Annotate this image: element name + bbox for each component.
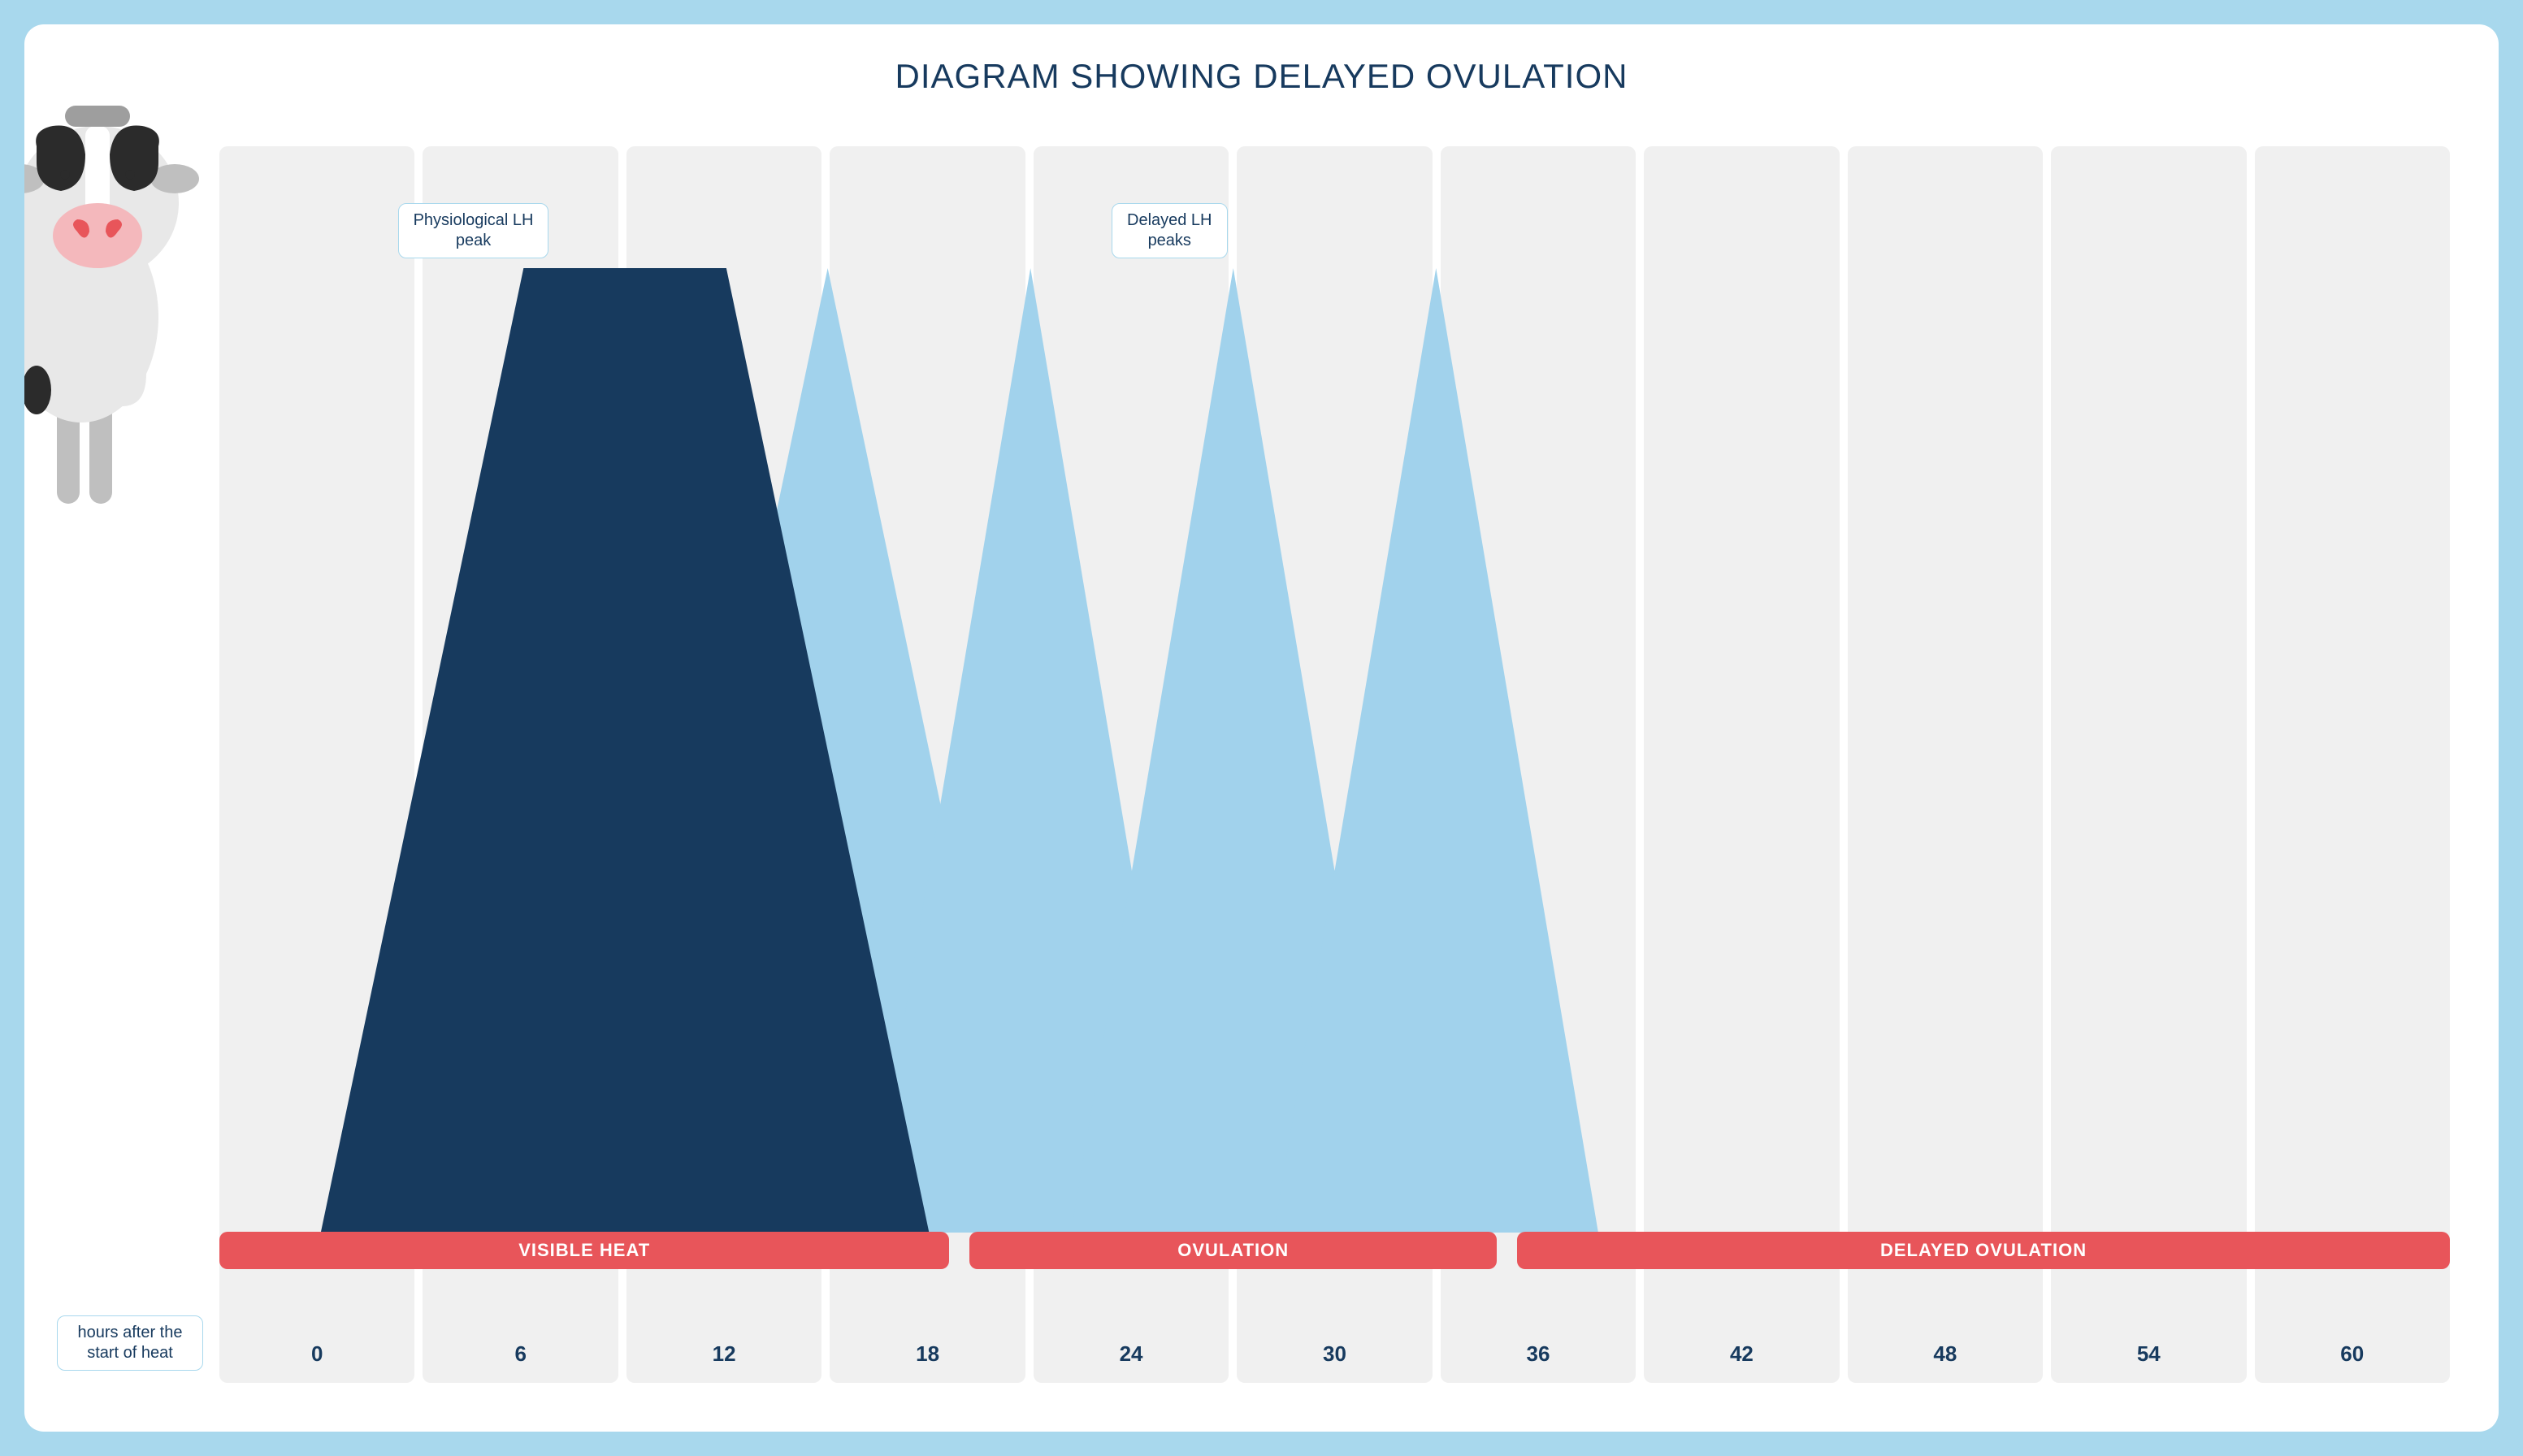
tick-label: 48 <box>1848 1341 2043 1367</box>
phase-bar: VISIBLE HEAT <box>219 1232 949 1269</box>
axis-label: hours after the start of heat <box>57 1315 203 1371</box>
chart-area: 06 12 18 24 30 36 42 48 54 60 VISIBLE HEAT OVULATI… <box>219 146 2450 1383</box>
tick-label: 6 <box>423 1341 618 1367</box>
tick-label: 18 <box>830 1341 1025 1367</box>
tick-label: 60 <box>2255 1341 2450 1367</box>
peaks-layer <box>219 268 2450 1233</box>
tick-label: 30 <box>1237 1341 1432 1367</box>
tick-label: 54 <box>2051 1341 2246 1367</box>
tick-label: 12 <box>626 1341 821 1367</box>
phase-row: VISIBLE HEAT OVULATION DELAYED OVULATION <box>219 1232 2450 1269</box>
peaks-svg <box>219 268 2450 1233</box>
callout-label: Delayed LH peaks <box>1112 203 1228 258</box>
phase-bar: DELAYED OVULATION <box>1517 1232 2450 1269</box>
card: DIAGRAM SHOWING DELAYED OVULATION <box>24 24 2499 1432</box>
tick-label: 0 <box>219 1341 414 1367</box>
phase-bar: OVULATION <box>969 1232 1497 1269</box>
cow-illustration <box>24 81 211 504</box>
tick-label: 42 <box>1644 1341 1839 1367</box>
callout-label: Physiological LH peak <box>398 203 549 258</box>
diagram-title: DIAGRAM SHOWING DELAYED OVULATION <box>73 57 2450 96</box>
delayed-peak <box>1274 268 1598 1233</box>
tick-label: 24 <box>1034 1341 1229 1367</box>
tick-label: 36 <box>1441 1341 1636 1367</box>
